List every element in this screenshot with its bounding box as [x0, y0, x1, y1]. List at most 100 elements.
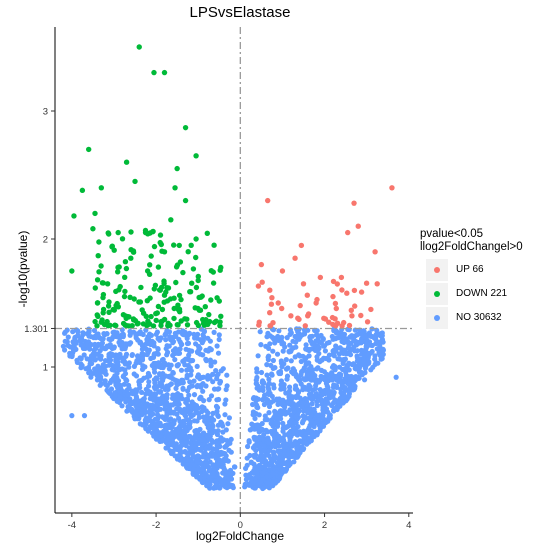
point-no [89, 371, 95, 377]
point-no [197, 376, 203, 382]
point-down [144, 268, 151, 274]
point-down [98, 319, 105, 325]
point-down [168, 217, 174, 223]
point-up [346, 322, 353, 329]
point-no [309, 428, 315, 435]
point-no [347, 377, 353, 383]
point-down [121, 293, 128, 300]
point-down [132, 178, 138, 185]
point-up [305, 313, 311, 319]
point-no [326, 339, 332, 346]
point-no [377, 342, 383, 348]
point-no [194, 363, 200, 369]
point-up [279, 268, 286, 274]
point-down [182, 197, 189, 204]
point-no [172, 357, 178, 363]
point-no [256, 387, 262, 393]
point-no [164, 430, 170, 436]
point-no [308, 412, 314, 419]
point-no [258, 465, 264, 471]
point-up [255, 283, 262, 289]
point-no [165, 349, 171, 355]
point-no [287, 388, 293, 394]
point-down [182, 316, 188, 322]
point-no [266, 345, 272, 351]
point-no [81, 352, 87, 358]
point-down [104, 318, 110, 325]
point-no [184, 340, 191, 347]
point-no [331, 400, 337, 406]
point-no [293, 454, 299, 460]
point-down [92, 210, 98, 217]
point-no [293, 413, 299, 420]
point-up [288, 313, 294, 319]
point-no [266, 376, 272, 382]
point-no [280, 348, 286, 354]
point-no [200, 352, 206, 358]
point-no [208, 424, 215, 431]
point-no [264, 362, 270, 368]
point-no [303, 431, 309, 437]
point-no [131, 371, 137, 377]
point-no [313, 347, 319, 353]
point-no [197, 447, 203, 453]
point-no [91, 354, 97, 360]
point-no [379, 336, 385, 343]
point-no [170, 448, 176, 454]
point-down [182, 124, 189, 131]
point-no [357, 361, 363, 368]
point-no [189, 399, 195, 405]
point-down [79, 187, 86, 194]
point-no [255, 473, 261, 479]
point-no [113, 382, 119, 388]
point-no [62, 329, 68, 335]
point-down [96, 269, 102, 275]
point-no [195, 331, 201, 337]
legend-item-down: DOWN 221 [420, 283, 546, 305]
point-no [308, 418, 314, 424]
point-no [182, 434, 188, 441]
legend-key-down [426, 283, 448, 305]
point-no [142, 410, 148, 416]
point-no [205, 416, 212, 422]
point-no [214, 430, 220, 437]
point-no [278, 416, 284, 422]
point-no [187, 424, 193, 430]
point-down [217, 267, 223, 273]
point-down [177, 259, 184, 265]
point-no [263, 458, 269, 464]
point-down [85, 146, 92, 153]
point-down [175, 306, 182, 313]
point-no [146, 389, 152, 395]
point-no [263, 396, 269, 402]
point-down [161, 292, 168, 298]
point-no [336, 371, 342, 377]
point-no [139, 355, 145, 361]
point-no [86, 333, 92, 339]
point-down [173, 279, 179, 286]
point-down [123, 315, 129, 322]
point-down [151, 243, 158, 250]
point-down [115, 264, 121, 271]
point-no [157, 380, 163, 386]
point-no [314, 402, 320, 409]
point-down [190, 266, 197, 272]
point-no [145, 334, 151, 340]
point-no [323, 355, 329, 362]
point-no [294, 445, 300, 451]
point-no [224, 457, 230, 464]
point-no [311, 340, 317, 346]
point-down [150, 229, 156, 235]
point-down [142, 229, 149, 236]
point-no [216, 332, 222, 338]
point-no [185, 388, 191, 394]
point-down [176, 292, 183, 299]
point-no [270, 470, 276, 476]
legend-label-no: NO 30632 [456, 312, 502, 323]
point-no [264, 452, 270, 458]
point-up [334, 320, 341, 326]
point-up [302, 323, 308, 329]
point-no [151, 397, 157, 403]
point-no [139, 343, 146, 349]
point-no [166, 436, 172, 442]
